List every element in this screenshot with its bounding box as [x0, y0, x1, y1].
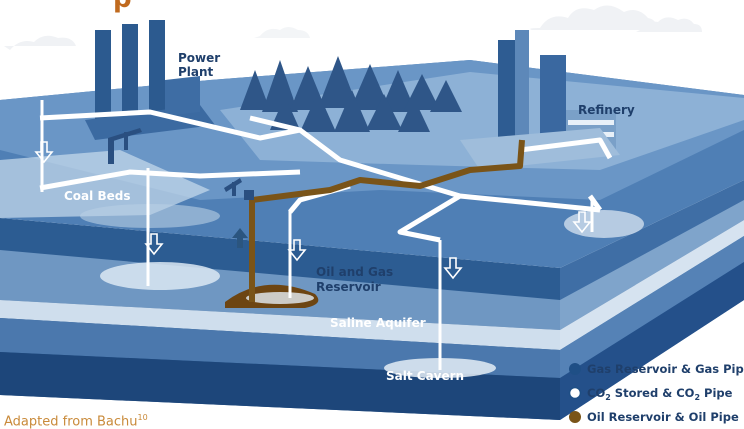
- label-power-plant-1: Power: [178, 51, 220, 65]
- legend-label-gas: Gas Reservoir & Gas Pipe: [587, 362, 744, 376]
- caption-text: Adapted from Bachu: [4, 414, 138, 429]
- down-arrow-icon: [287, 239, 307, 262]
- down-arrow-icon: [443, 257, 463, 280]
- legend-label-co2: CO2 Stored & CO2 Pipe: [587, 386, 733, 402]
- diagram-labels: Power Plant Refinery Coal Beds Oil and G…: [64, 51, 635, 383]
- legend-item-co2: CO2 Stored & CO2 Pipe: [568, 386, 733, 402]
- wells: [40, 100, 594, 370]
- label-refinery: Refinery: [578, 103, 635, 117]
- legend-marker-oil: [569, 411, 581, 423]
- oil-pipe: [249, 139, 525, 302]
- down-arrow-icon: [34, 141, 54, 164]
- label-power-plant-2: Plant: [178, 65, 214, 79]
- legend-marker-gas: [569, 363, 581, 375]
- power-plant: [85, 20, 215, 140]
- label-saline-aquifer: Saline Aquifer: [330, 316, 426, 330]
- forest: [240, 56, 462, 132]
- label-oil-gas-2: Reservoir: [316, 280, 381, 294]
- legend-item-gas: Gas Reservoir & Gas Pipe: [569, 362, 744, 376]
- clouds: [4, 5, 702, 50]
- arrows: [34, 141, 592, 280]
- up-arrow-icon: [232, 228, 248, 248]
- down-arrow-icon: [144, 233, 164, 256]
- legend-item-oil: Oil Reservoir & Oil Pipe: [569, 410, 739, 424]
- pump-jack-2: [224, 178, 254, 200]
- pump-jack-1: [108, 128, 142, 164]
- source-caption: Adapted from Bachu10: [4, 413, 148, 429]
- label-oil-gas-1: Oil and Gas: [316, 265, 393, 279]
- legend: Gas Reservoir & Gas Pipe CO2 Stored & CO…: [568, 362, 744, 424]
- caption-ref: 10: [137, 413, 148, 422]
- legend-label-oil: Oil Reservoir & Oil Pipe: [587, 410, 739, 424]
- label-salt-cavern: Salt Cavern: [386, 369, 464, 383]
- label-coal-beds: Coal Beds: [64, 189, 130, 203]
- legend-marker-co2: [568, 386, 582, 400]
- down-arrow-icon: [572, 211, 592, 234]
